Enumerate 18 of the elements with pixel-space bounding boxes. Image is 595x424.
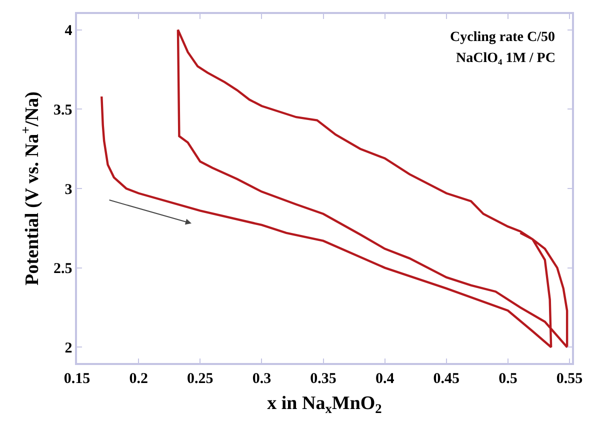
x-tick-label: 0.4 — [375, 370, 395, 387]
x-tick-label: 0.3 — [252, 370, 272, 387]
annotation: NaClO₄ 1M / PC — [456, 51, 556, 66]
x-tick-label: 0.15 — [64, 370, 90, 387]
x-tick-label: 0.45 — [433, 370, 460, 387]
line-series — [100, 28, 568, 348]
x-axis-title: x in Na$_{x}$MnO$_{2}$ — [267, 393, 382, 416]
y-tick-label: 2 — [64, 340, 72, 356]
y-tick-label: 3.5 — [54, 102, 72, 118]
x-tick-label: 0.55 — [556, 370, 583, 387]
x-tick-label: 0.5 — [498, 370, 518, 387]
y-tick-label: 2.5 — [54, 261, 72, 278]
y-tick-label: 4 — [64, 23, 73, 40]
x-tick-label: 0.35 — [310, 370, 336, 387]
annotation: Cycling rate C/50 — [450, 30, 555, 45]
x-tick-label: 0.2 — [129, 370, 148, 387]
x-tick-label: 0.25 — [187, 370, 214, 387]
y-tick-label: 3 — [64, 182, 72, 198]
